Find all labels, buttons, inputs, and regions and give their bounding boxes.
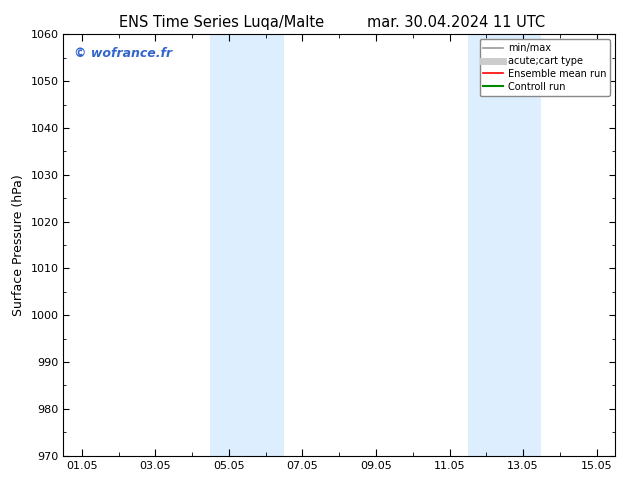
Text: ENS Time Series Luqa/Malte: ENS Time Series Luqa/Malte (119, 15, 325, 30)
Bar (505, 34, 541, 456)
Bar (468, 34, 505, 456)
Text: mar. 30.04.2024 11 UTC: mar. 30.04.2024 11 UTC (368, 15, 545, 30)
Legend: min/max, acute;cart type, Ensemble mean run, Controll run: min/max, acute;cart type, Ensemble mean … (479, 39, 610, 96)
Bar (210, 34, 247, 456)
Text: © wofrance.fr: © wofrance.fr (74, 47, 172, 60)
Bar (247, 34, 284, 456)
Y-axis label: Surface Pressure (hPa): Surface Pressure (hPa) (12, 174, 25, 316)
